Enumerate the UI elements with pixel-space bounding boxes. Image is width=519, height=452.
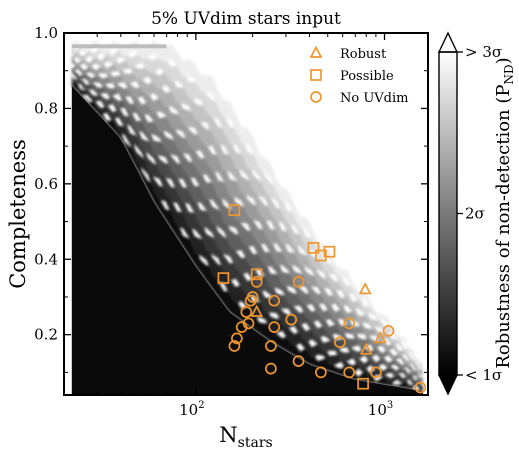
- colorbar: < 1σ 2σ > 3σ Robustness of non-detection (…: [437, 31, 516, 396]
- heatmap-band: [71, 58, 424, 381]
- legend-label: Possible: [340, 69, 394, 84]
- circle-point: [265, 362, 277, 375]
- circle-point: [343, 366, 356, 379]
- y-tick-label: 1.0: [34, 24, 58, 42]
- circle-point: [370, 366, 382, 379]
- square-point: [323, 245, 336, 258]
- circle-point: [242, 317, 255, 330]
- heatmap-black-region: [71, 85, 423, 395]
- circle-point: [244, 294, 257, 307]
- colorbar-label-sub: ND: [502, 64, 516, 84]
- circle-point: [315, 366, 327, 379]
- heatmap-band: [71, 79, 424, 390]
- circle-point: [235, 321, 248, 333]
- colorbar-tick-label: > 3σ: [465, 43, 502, 61]
- y-tick-label: 0.2: [34, 326, 58, 344]
- square-point: [357, 377, 369, 390]
- heatmap-band: [71, 46, 424, 370]
- circle-point: [268, 294, 281, 307]
- colorbar-label-main: Robustness of non-detection (P: [493, 84, 514, 368]
- colorbar-label: Robustness of non-detection (PND): [493, 57, 516, 368]
- legend: Robust Possible No UVdim: [309, 45, 409, 106]
- square-point: [315, 249, 327, 262]
- square-point: [228, 204, 241, 217]
- circle-point: [292, 355, 305, 367]
- x-axis-label: Nstars: [219, 423, 272, 451]
- circle-point: [265, 340, 277, 352]
- colorbar-bottom-arrow: [437, 374, 459, 396]
- colorbar-top-arrow: [437, 31, 459, 53]
- circle-point: [231, 332, 243, 345]
- chart-title: 5% UVdim stars input: [151, 9, 341, 29]
- triangle-point: [373, 331, 387, 344]
- colorbar-gradient: [439, 52, 457, 375]
- triangle-point: [359, 342, 373, 355]
- colorbar-label-end: ): [493, 57, 514, 64]
- y-tick-label: 0.4: [34, 250, 58, 268]
- colorbar-tick-label: < 1σ: [465, 366, 502, 384]
- heatmap-top-edge: [71, 44, 167, 49]
- legend-square-marker: [310, 69, 322, 81]
- circle-point: [414, 381, 427, 394]
- circle-point: [334, 336, 346, 349]
- y-tick-labels: 0.2 0.4 0.6 0.8 1.0: [34, 24, 58, 344]
- legend-circle-marker: [310, 91, 322, 103]
- triangle-point: [250, 304, 264, 317]
- square-point: [250, 268, 263, 281]
- heatmap-band: [71, 57, 424, 375]
- heatmap-band: [71, 69, 424, 384]
- data-points: [217, 204, 427, 394]
- x-tick-labels: 102 103: [179, 400, 393, 419]
- circle-point: [292, 276, 305, 288]
- legend-triangle-marker: [309, 45, 323, 58]
- square-point: [307, 242, 320, 254]
- triangle-point: [358, 282, 372, 295]
- circle-point: [343, 317, 356, 330]
- circle-point: [268, 321, 281, 333]
- y-tick-label: 0.6: [34, 175, 58, 193]
- circle-point: [228, 340, 241, 352]
- circle-point: [285, 313, 298, 326]
- y-tick-label: 0.8: [34, 99, 58, 117]
- colorbar-ticks: < 1σ 2σ > 3σ: [457, 43, 502, 384]
- plot-frame: [63, 32, 429, 396]
- colorbar-tick-label: 2σ: [465, 205, 485, 223]
- x-tick-label: 103: [368, 400, 393, 419]
- heatmap-band: [71, 51, 424, 373]
- heatmap-bands: [71, 39, 424, 392]
- legend-label: Robust: [340, 47, 387, 62]
- heatmap-band: [71, 67, 424, 386]
- circle-point: [382, 325, 395, 337]
- square-point: [217, 272, 230, 284]
- x-axis-label-subscript: stars: [238, 435, 273, 451]
- circle-point: [240, 306, 253, 318]
- y-axis-label: Completeness: [6, 139, 30, 289]
- background-heatmap: [71, 39, 424, 395]
- x-tick-label: 102: [179, 400, 204, 419]
- circle-point: [250, 276, 263, 288]
- legend-label: No UVdim: [340, 91, 409, 106]
